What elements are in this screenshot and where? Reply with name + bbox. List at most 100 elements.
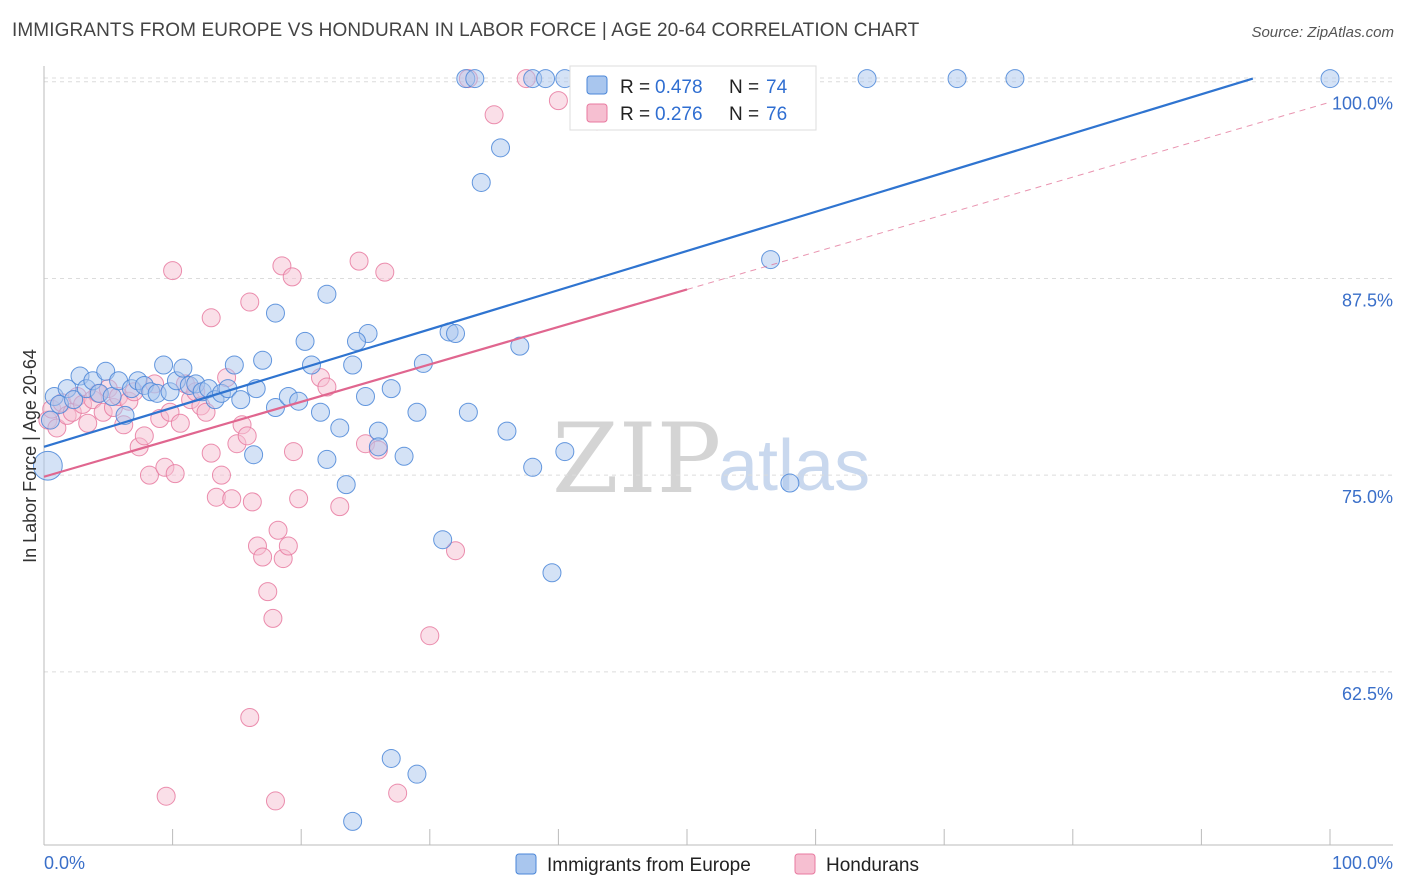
- honduran-trendline-extension: [686, 101, 1331, 290]
- honduran-point: [283, 442, 303, 462]
- x-tick-min: 0.0%: [44, 853, 85, 873]
- europe-point: [394, 446, 414, 466]
- europe-point: [857, 69, 877, 89]
- stats-legend: R = 0.478 N = 74 R = 0.276 N = 76: [569, 65, 817, 131]
- europe-point: [346, 331, 366, 351]
- honduran-point: [278, 536, 298, 556]
- legend-swatch-hondurans: [586, 103, 608, 123]
- series-legend: Immigrants from Europe Hondurans: [515, 853, 919, 876]
- europe-point: [536, 69, 556, 89]
- europe-point: [330, 418, 350, 438]
- bottom-legend-hondurans: Hondurans: [826, 855, 919, 876]
- honduran-point: [201, 443, 221, 463]
- europe-point: [368, 437, 388, 457]
- legend-swatch-europe: [586, 75, 608, 95]
- watermark-atlas: atlas: [718, 426, 870, 506]
- honduran-point: [163, 261, 183, 281]
- trend-lines: [43, 77, 1331, 478]
- europe-point: [497, 421, 517, 441]
- honduran-point: [201, 308, 221, 328]
- honduran-point: [222, 489, 242, 509]
- europe-point: [433, 530, 453, 550]
- chart-title: IMMIGRANTS FROM EUROPE VS HONDURAN IN LA…: [12, 20, 920, 41]
- europe-point: [381, 748, 401, 768]
- legend-r-value-europe: 0.478: [655, 77, 703, 98]
- legend-n-value-europe: 74: [766, 77, 788, 98]
- europe-point: [295, 331, 315, 351]
- y-tick-label: 100.0%: [1332, 94, 1393, 114]
- europe-point: [310, 402, 330, 422]
- stats-legend-box: [569, 65, 817, 131]
- europe-point: [458, 402, 478, 422]
- honduran-point: [78, 413, 98, 433]
- europe-point: [523, 457, 543, 477]
- europe-point: [64, 390, 84, 410]
- honduran-point: [258, 582, 278, 602]
- x-tick-max: 100.0%: [1332, 853, 1393, 873]
- honduran-point: [240, 708, 260, 728]
- chart-source: Source: ZipAtlas.com: [1251, 24, 1394, 41]
- honduran-point: [211, 465, 231, 485]
- honduran-point: [253, 547, 273, 567]
- honduran-point: [484, 105, 504, 125]
- legend-r-label-europe: R =: [620, 77, 650, 98]
- y-tick-label: 62.5%: [1342, 684, 1393, 704]
- europe-point: [173, 358, 193, 378]
- bottom-legend-europe: Immigrants from Europe: [547, 855, 751, 876]
- europe-point: [231, 390, 251, 410]
- europe-point: [96, 361, 116, 381]
- europe-point: [317, 449, 337, 469]
- europe-point: [40, 410, 60, 430]
- y-tick-label: 75.0%: [1342, 487, 1393, 507]
- europe-point: [317, 284, 337, 304]
- honduran-point: [134, 426, 154, 446]
- honduran-point: [349, 251, 369, 271]
- legend-n-label-europe: N =: [729, 77, 759, 98]
- legend-r-label-hondurans: R =: [620, 104, 650, 125]
- europe-point: [1320, 69, 1340, 89]
- europe-point: [555, 442, 575, 462]
- legend-r-value-hondurans: 0.276: [655, 104, 703, 125]
- watermark-zip: ZIP: [552, 403, 721, 515]
- honduran-point: [170, 413, 190, 433]
- honduran-point: [268, 520, 288, 540]
- honduran-point: [139, 465, 159, 485]
- europe-point: [471, 172, 491, 192]
- europe-point: [154, 355, 174, 375]
- europe-point: [343, 355, 363, 375]
- europe-point: [336, 475, 356, 495]
- honduran-point: [242, 492, 262, 512]
- legend-n-value-hondurans: 76: [766, 104, 787, 125]
- europe-point: [244, 445, 264, 465]
- bottom-swatch-hondurans: [794, 853, 816, 875]
- honduran-point: [420, 626, 440, 646]
- europe-point: [465, 69, 485, 89]
- europe-point: [343, 811, 363, 831]
- bottom-swatch-europe: [515, 853, 537, 875]
- europe-point: [356, 386, 375, 406]
- honduran-point: [263, 608, 283, 628]
- europe-point: [761, 250, 781, 270]
- honduran-point: [317, 377, 337, 397]
- europe-point: [780, 473, 800, 493]
- honduran-point: [165, 464, 185, 484]
- honduran-point: [330, 497, 350, 517]
- honduran-point: [289, 489, 309, 509]
- y-axis-label: In Labor Force | Age 20-64: [20, 349, 40, 563]
- europe-point: [407, 764, 427, 784]
- honduran-point: [375, 262, 395, 282]
- europe-point: [265, 303, 285, 323]
- gridlines: [44, 77, 1393, 673]
- honduran-point: [388, 783, 408, 803]
- europe-trendline: [43, 77, 1254, 448]
- honduran-point: [240, 292, 260, 312]
- europe-point: [491, 138, 511, 158]
- y-tick-label: 87.5%: [1342, 290, 1393, 310]
- honduran-point: [156, 786, 176, 806]
- honduran-point: [282, 267, 302, 287]
- europe-point: [253, 350, 273, 370]
- honduran-point: [265, 791, 285, 811]
- honduran-point: [446, 541, 466, 561]
- europe-point: [542, 563, 562, 583]
